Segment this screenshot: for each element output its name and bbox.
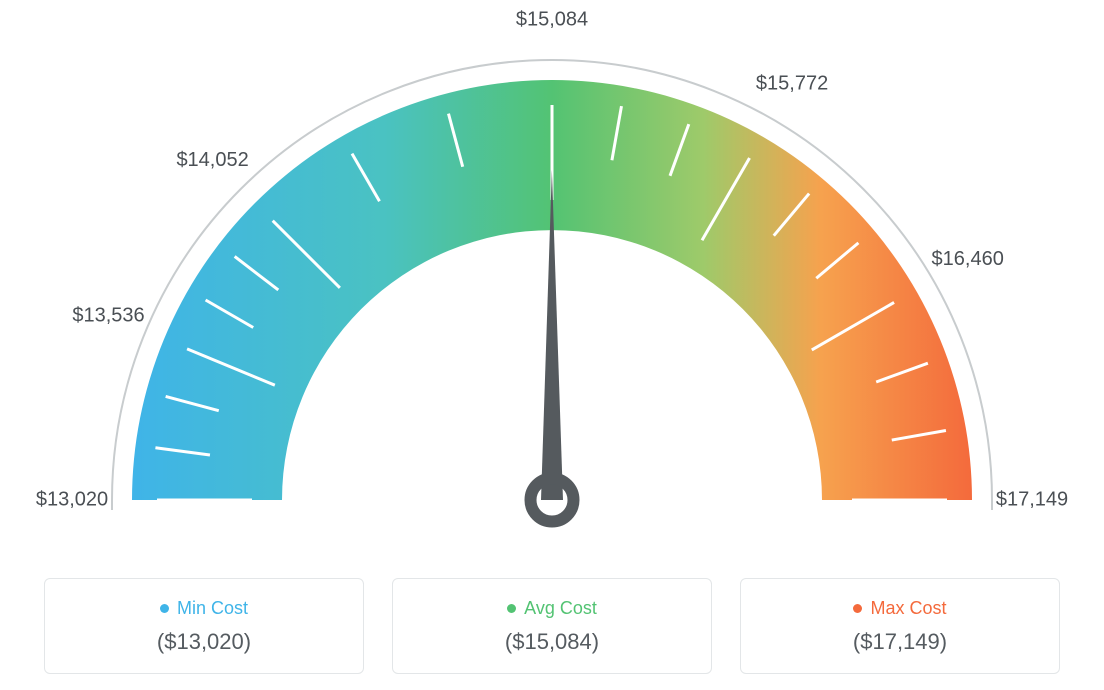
min-cost-card: Min Cost ($13,020) [44, 578, 364, 674]
avg-cost-label: Avg Cost [524, 598, 597, 619]
cost-summary-cards: Min Cost ($13,020) Avg Cost ($15,084) Ma… [0, 578, 1104, 674]
svg-text:$13,536: $13,536 [72, 305, 144, 327]
svg-text:$15,084: $15,084 [516, 10, 588, 30]
cost-gauge-chart: $13,020 $13,536 $14,052 $15,084 $15,772 $16,4… [0, 10, 1104, 560]
max-cost-card: Max Cost ($17,149) [740, 578, 1060, 674]
avg-cost-card: Avg Cost ($15,084) [392, 578, 712, 674]
max-cost-label: Max Cost [870, 598, 946, 619]
max-cost-dot [853, 604, 862, 613]
svg-text:$13,020: $13,020 [36, 488, 108, 510]
svg-text:$16,460: $16,460 [932, 248, 1004, 270]
svg-text:$14,052: $14,052 [176, 149, 248, 171]
avg-cost-dot [507, 604, 516, 613]
min-cost-label: Min Cost [177, 598, 248, 619]
max-cost-value: ($17,149) [853, 629, 947, 655]
svg-text:$15,772: $15,772 [756, 73, 828, 95]
min-cost-dot [160, 604, 169, 613]
min-cost-value: ($13,020) [157, 629, 251, 655]
svg-text:$17,149: $17,149 [996, 488, 1068, 510]
gauge-svg: $13,020 $13,536 $14,052 $15,084 $15,772 $16,4… [0, 10, 1104, 560]
avg-cost-value: ($15,084) [505, 629, 599, 655]
